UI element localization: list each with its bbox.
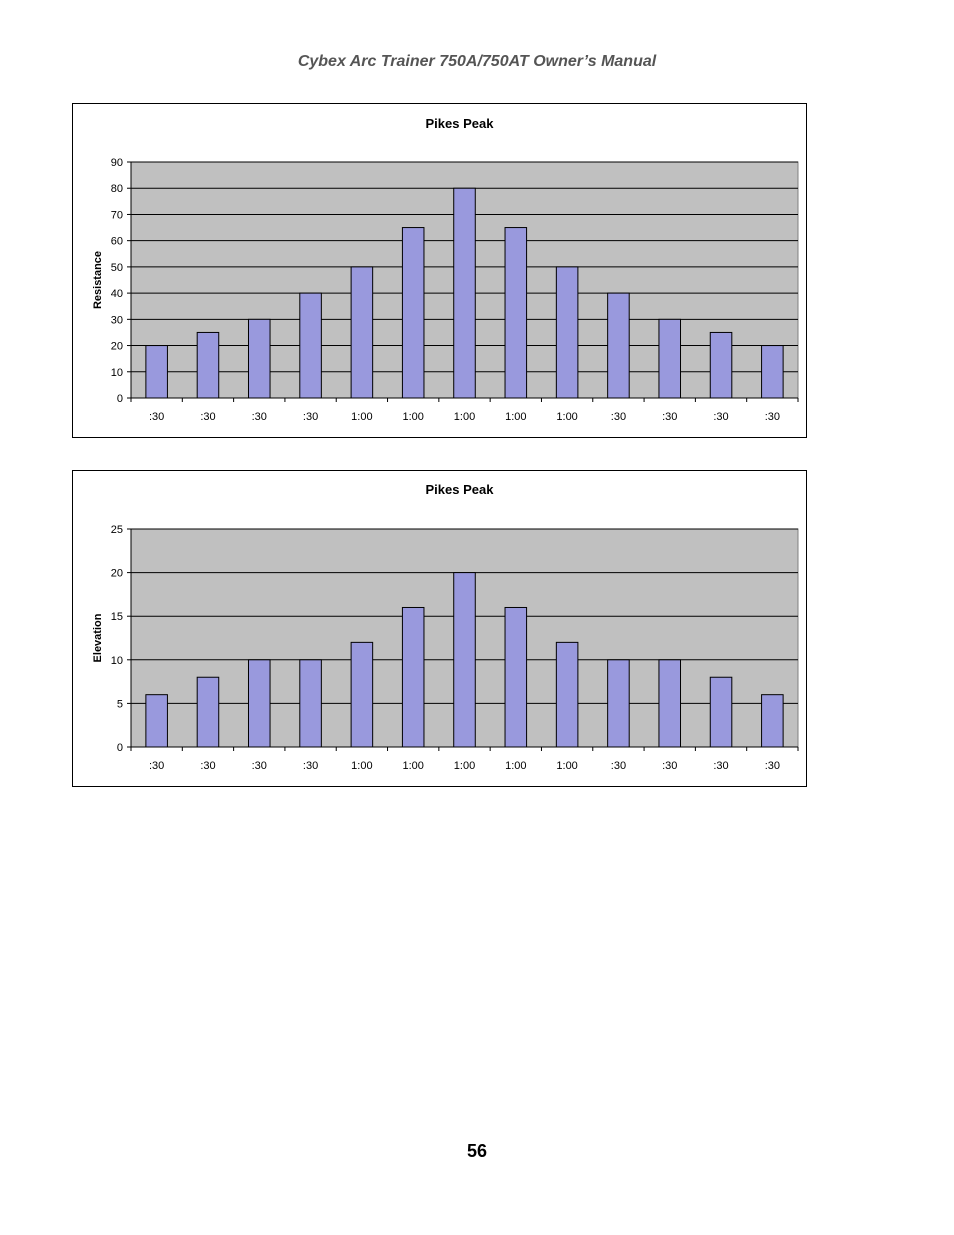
x-tick-label: :30: [200, 411, 215, 423]
bar: [709, 331, 733, 399]
bar: [555, 266, 579, 399]
bar: [350, 266, 374, 399]
bar: [401, 227, 425, 399]
bar: [145, 694, 168, 748]
bar: [658, 659, 682, 748]
x-tick-label: :30: [662, 411, 677, 423]
x-tick-label: :30: [765, 411, 780, 423]
page-number: 56: [466, 1141, 488, 1161]
y-tick-label: 10: [111, 655, 123, 667]
y-tick-label: 40: [111, 288, 123, 300]
x-tick-label: 1:00: [402, 411, 423, 423]
chart-title: Pikes Peak: [426, 482, 495, 497]
y-tick-label: 50: [111, 262, 123, 274]
y-tick-label: 25: [111, 524, 123, 536]
y-tick-label: 70: [111, 209, 123, 221]
y-tick-label: 60: [111, 236, 123, 248]
x-tick-label: 1:00: [351, 760, 372, 772]
x-tick-label: :30: [713, 411, 728, 423]
chart-title: Pikes Peak: [426, 116, 495, 131]
bar: [607, 292, 630, 399]
x-tick-label: :30: [611, 411, 626, 423]
x-tick-label: 1:00: [556, 760, 577, 772]
bar: [247, 318, 271, 399]
x-tick-label: :30: [303, 411, 318, 423]
y-tick-label: 20: [111, 568, 123, 580]
y-axis-label: Resistance: [92, 251, 104, 309]
x-tick-label: 1:00: [556, 411, 577, 423]
y-tick-label: 90: [111, 157, 123, 169]
bar: [658, 318, 682, 399]
bar: [555, 641, 579, 748]
y-tick-label: 30: [111, 314, 123, 326]
y-tick-label: 0: [117, 393, 123, 405]
bar: [709, 676, 733, 748]
y-tick-label: 5: [117, 698, 123, 710]
bar: [607, 659, 630, 748]
bar: [145, 345, 168, 399]
bar: [453, 572, 476, 748]
x-tick-label: 1:00: [454, 760, 475, 772]
manual-header-title: Cybex Arc Trainer 750A/750AT Owner’s Man…: [297, 53, 657, 70]
x-tick-label: :30: [149, 411, 164, 423]
x-tick-label: :30: [252, 411, 267, 423]
y-tick-label: 20: [111, 341, 123, 353]
bar: [196, 676, 220, 748]
x-tick-label: 1:00: [454, 411, 475, 423]
bar: [761, 345, 784, 399]
elevation-chart-svg: Pikes Peak Elevation 0 5 10 15 20 25 :30 :30 :30 :3…: [92, 482, 799, 772]
resistance-chart: Pikes Peak Resistance 0 10 20 30 40 50 60 70 80 90:…: [72, 103, 807, 438]
x-tick-label: 1:00: [351, 411, 372, 423]
y-axis-label: Elevation: [92, 613, 104, 662]
bar: [299, 292, 322, 399]
bar: [761, 694, 784, 748]
x-tick-label: :30: [252, 760, 267, 772]
x-tick-label: 1:00: [505, 760, 526, 772]
x-tick-label: 1:00: [402, 760, 423, 772]
bar: [401, 606, 425, 748]
bar: [504, 606, 528, 748]
x-tick-label: :30: [303, 760, 318, 772]
x-tick-label: :30: [662, 760, 677, 772]
bar: [196, 331, 220, 399]
bar: [247, 659, 271, 748]
bar: [504, 227, 528, 399]
x-tick-label: 1:00: [505, 411, 526, 423]
elevation-chart: Pikes Peak Elevation 0 5 10 15 20 25 :30 :30 :30 :3…: [72, 470, 807, 787]
x-tick-label: :30: [611, 760, 626, 772]
y-tick-label: 80: [111, 183, 123, 195]
x-tick-label: :30: [200, 760, 215, 772]
bar: [350, 641, 374, 748]
y-tick-label: 10: [111, 367, 123, 379]
x-tick-label: :30: [765, 760, 780, 772]
bar: [453, 187, 476, 399]
x-tick-label: :30: [149, 760, 164, 772]
x-tick-label: :30: [713, 760, 728, 772]
resistance-chart-svg: Pikes Peak Resistance 0 10 20 30 40 50 60 70 80 90:…: [92, 116, 799, 423]
y-tick-label: 15: [111, 611, 123, 623]
bar: [299, 659, 322, 748]
y-tick-label: 0: [117, 742, 123, 754]
